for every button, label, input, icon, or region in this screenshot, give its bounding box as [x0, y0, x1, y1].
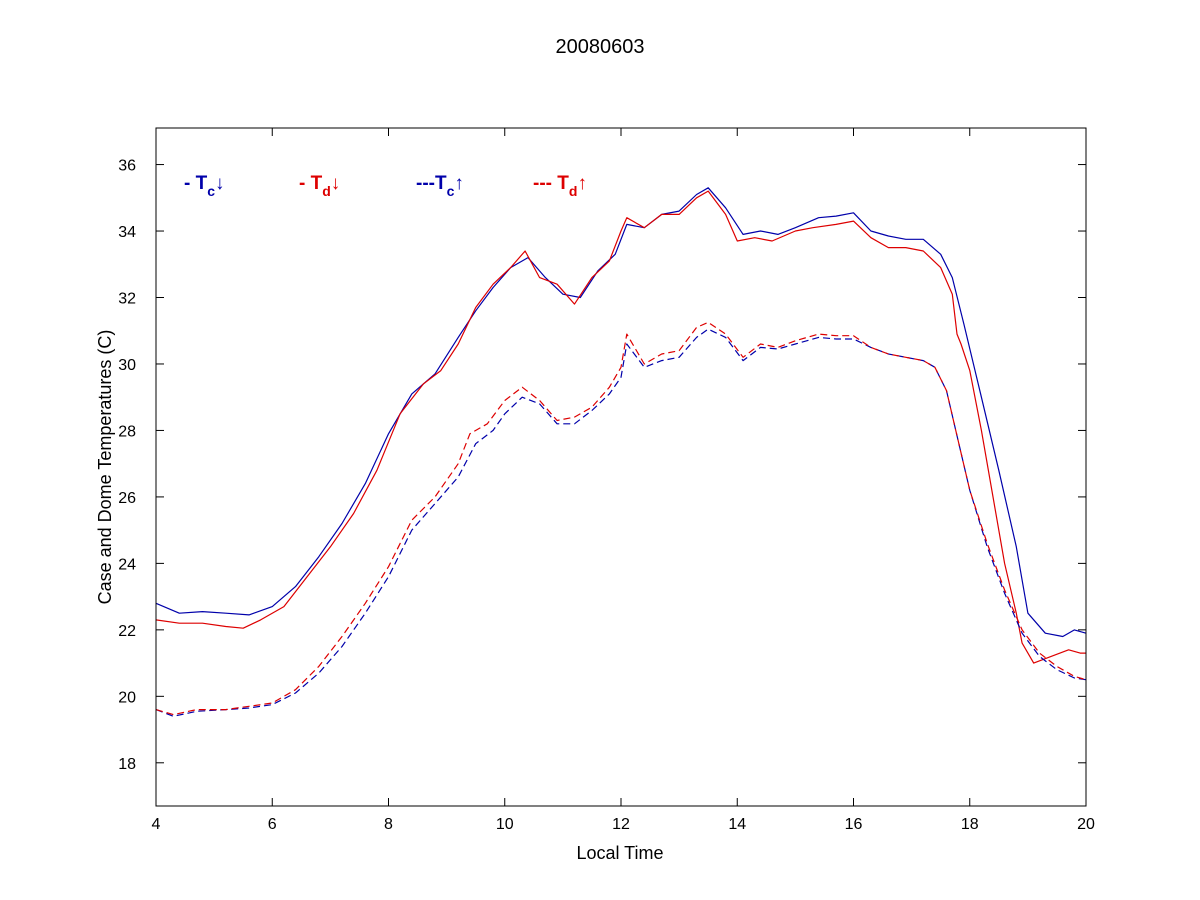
legend-entry-4: --- Td↑ [533, 173, 587, 199]
y-tick-label: 28 [118, 423, 136, 440]
y-tick-label: 26 [118, 490, 136, 507]
legend-entry-2: - Td↓ [299, 173, 340, 199]
x-tick-label: 12 [612, 816, 630, 833]
series-layer [155, 187, 1087, 717]
series-line-2 [155, 190, 1086, 664]
x-tick-label: 20 [1077, 816, 1095, 833]
y-tick-label: 32 [118, 291, 136, 308]
series-line-4 [155, 321, 1087, 716]
y-axis-title: Case and Dome Temperatures (C) [95, 330, 115, 605]
chart-title: 20080603 [556, 36, 645, 58]
plot-frame [155, 127, 1087, 807]
y-tick-label: 20 [118, 689, 136, 706]
x-tick-label: 18 [961, 816, 979, 833]
x-tick-label: 4 [152, 816, 161, 833]
x-axis-title: Local Time [576, 843, 663, 863]
x-tick-label: 14 [728, 816, 746, 833]
series-line-1 [155, 187, 1087, 638]
legend-entry-1: - Tc↓ [184, 173, 225, 199]
y-tick-label: 34 [118, 224, 136, 241]
x-tick-label: 16 [845, 816, 863, 833]
y-axis-ticks: 18 20 22 24 26 28 30 32 34 36 [118, 158, 1086, 773]
y-tick-label: 24 [118, 556, 136, 573]
y-tick-label: 22 [118, 623, 136, 640]
y-tick-label: 30 [118, 357, 136, 374]
x-axis-ticks: 4 6 8 10 12 14 16 18 20 [152, 128, 1095, 833]
x-tick-label: 10 [496, 816, 514, 833]
legend: - Tc↓ - Td↓ ---Tc↑ --- Td↑ [184, 173, 587, 199]
y-tick-label: 18 [118, 756, 136, 773]
series-line-3 [155, 328, 1087, 717]
x-tick-label: 6 [268, 816, 277, 833]
y-tick-label: 36 [118, 158, 136, 175]
x-tick-label: 8 [384, 816, 393, 833]
legend-entry-3: ---Tc↑ [416, 173, 464, 199]
